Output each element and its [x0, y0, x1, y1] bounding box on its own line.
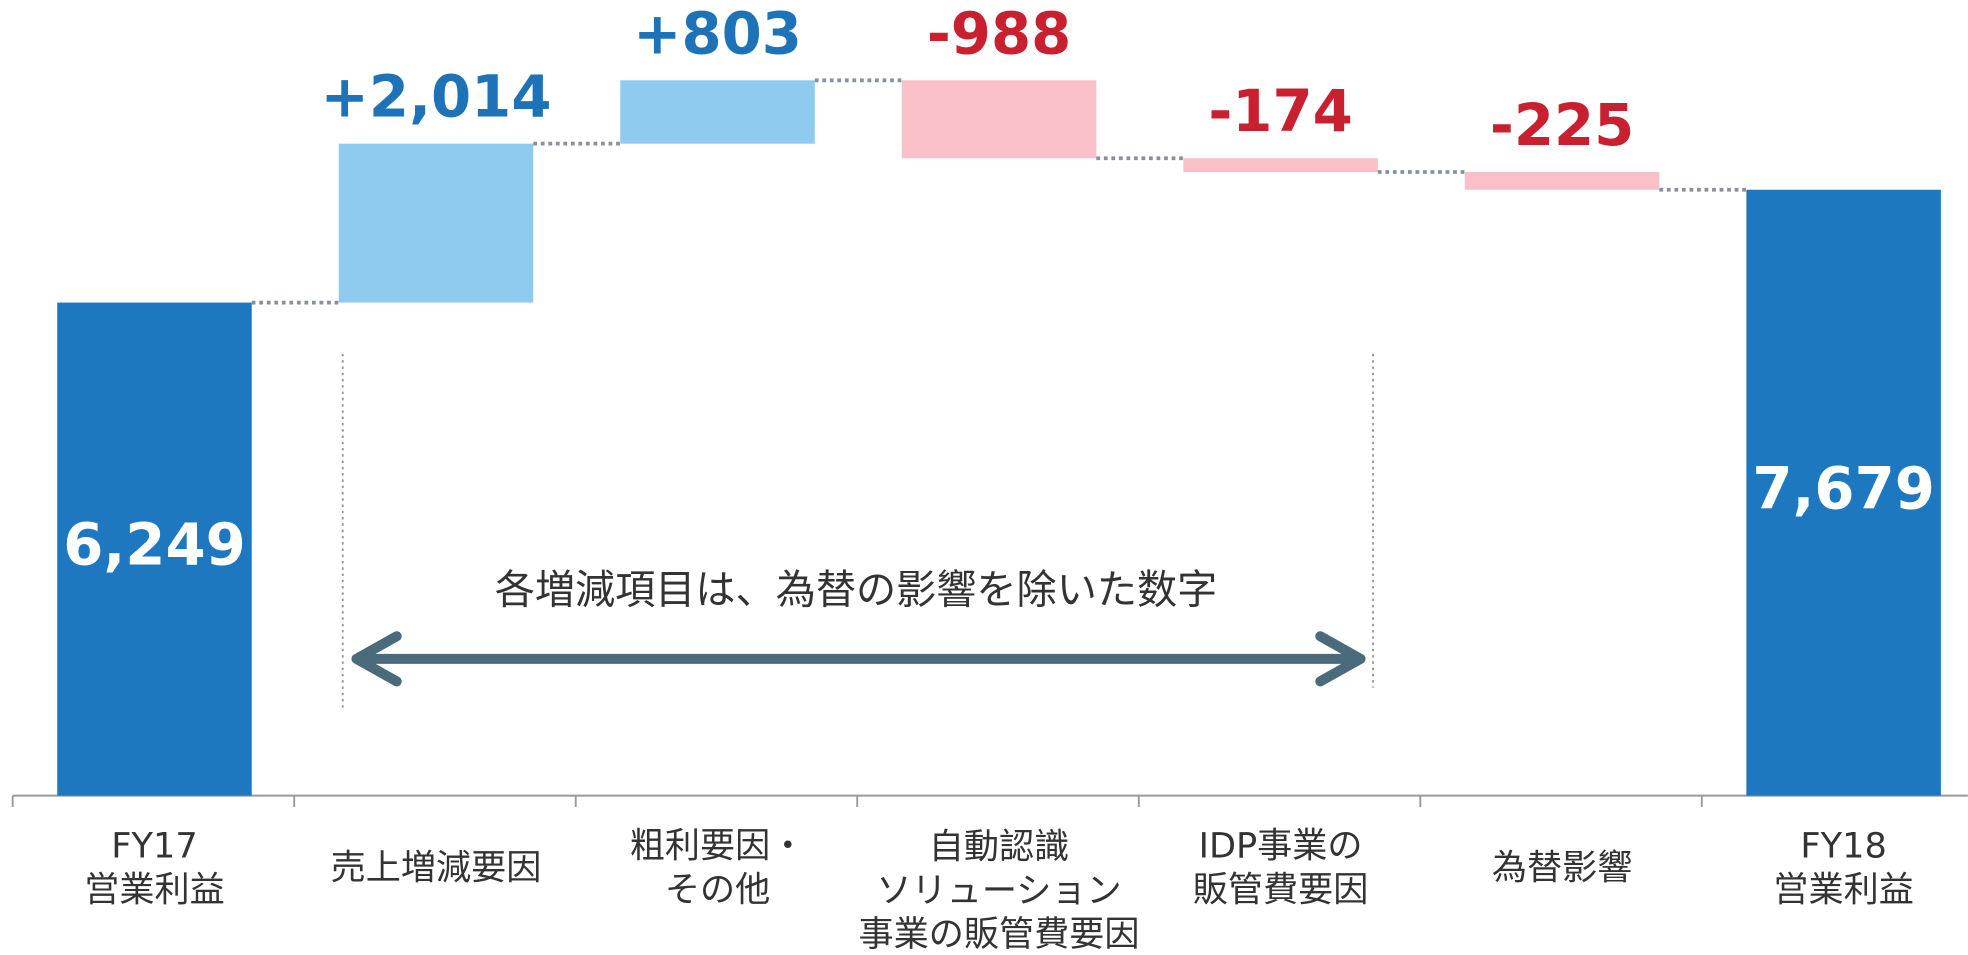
x-tick-label: その他 [665, 870, 770, 911]
bar [57, 302, 252, 796]
x-tick-label: 自動認識 [929, 826, 1070, 867]
x-tick-label: FY17 [111, 826, 197, 867]
annotation: 各増減項目は、為替の影響を除いた数字 [495, 567, 1218, 613]
x-tick-label: 営業利益 [1773, 870, 1914, 911]
x-tick-label: IDP事業の [1199, 826, 1363, 867]
bar [1183, 158, 1378, 172]
bar [1746, 189, 1941, 796]
value-label: -174 [1208, 77, 1352, 145]
value-label: -988 [927, 0, 1071, 67]
value-label: 6,249 [63, 511, 246, 579]
bar [1464, 171, 1660, 190]
value-label: -225 [1490, 91, 1634, 159]
x-tick-label: 為替影響 [1492, 848, 1633, 889]
bar [620, 80, 815, 144]
x-tick-label: 営業利益 [84, 870, 225, 911]
x-tick-label: 販管費要因 [1193, 870, 1369, 911]
x-tick-label: ソリューション [876, 870, 1121, 911]
value-label: +2,014 [321, 63, 552, 131]
bar [901, 80, 1097, 159]
range-arrow [351, 631, 1366, 687]
x-tick-label: FY18 [1800, 826, 1886, 867]
value-label: +803 [633, 0, 802, 67]
bar [338, 143, 534, 303]
value-label: 7,679 [1752, 454, 1935, 522]
x-tick-label: 事業の販管費要因 [859, 914, 1140, 955]
x-tick-label: 粗利要因・ [630, 826, 806, 867]
x-tick-label: 売上増減要因 [331, 848, 542, 889]
